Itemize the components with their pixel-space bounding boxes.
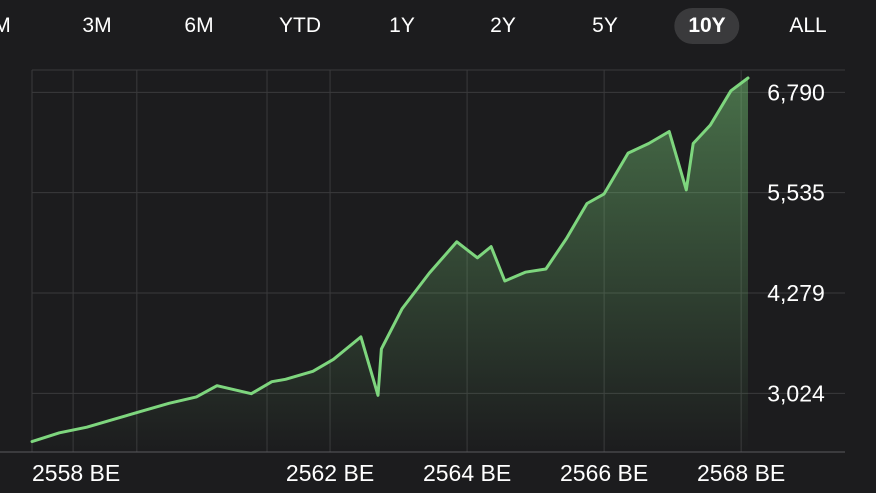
- range-1m[interactable]: M: [0, 14, 11, 37]
- range-6m[interactable]: 6M: [184, 14, 214, 37]
- range-2y[interactable]: 2Y: [490, 14, 516, 37]
- y-tick-label-0: 3,024: [767, 380, 825, 406]
- x-tick-label-1: 2562 BE: [286, 460, 374, 486]
- range-1y[interactable]: 1Y: [389, 14, 415, 37]
- range-ytd[interactable]: YTD: [279, 14, 321, 37]
- time-range-selector: M 3M 6M YTD 1Y 2Y 5Y 10Y ALL: [0, 0, 876, 54]
- x-tick-label-0: 2558 BE: [32, 460, 120, 486]
- price-area-fill: [32, 78, 748, 452]
- chart-area: [32, 78, 748, 452]
- x-tick-label-3: 2566 BE: [560, 460, 648, 486]
- y-tick-label-2: 5,535: [767, 180, 825, 206]
- x-axis: 2558 BE 2562 BE 2564 BE 2566 BE 2568 BE: [32, 460, 785, 486]
- y-tick-label-1: 4,279: [767, 280, 825, 306]
- y-axis: 3,024 4,279 5,535 6,790: [767, 79, 825, 406]
- x-tick-label-4: 2568 BE: [697, 460, 785, 486]
- x-tick-label-2: 2564 BE: [423, 460, 511, 486]
- price-line: [30, 76, 750, 444]
- range-all[interactable]: ALL: [789, 14, 827, 37]
- range-10y[interactable]: 10Y: [674, 8, 740, 44]
- chart-line-layer: [30, 76, 750, 444]
- range-5y[interactable]: 5Y: [592, 14, 618, 37]
- range-3m[interactable]: 3M: [82, 14, 112, 37]
- y-tick-label-3: 6,790: [767, 79, 825, 105]
